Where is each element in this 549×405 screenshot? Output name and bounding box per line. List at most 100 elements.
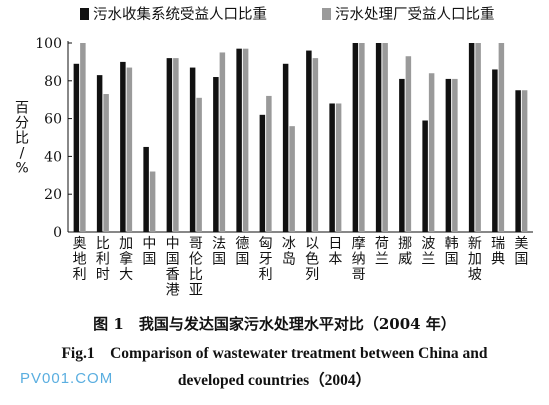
legend-swatch: [322, 8, 331, 20]
x-tick-label-char: 国: [212, 252, 226, 268]
legend-label: 污水处理厂受益人口比重: [335, 6, 495, 23]
x-tick-label-char: 色: [305, 251, 319, 268]
x-tick-label-char: 兰: [421, 252, 435, 268]
figure-caption-cn: 图 1 我国与发达国家污水处理水平对比（2004 年）: [93, 315, 456, 333]
x-tick-label-char: 新: [468, 236, 482, 252]
bar-collection: [143, 146, 149, 232]
bar-collection: [422, 120, 428, 232]
x-tick-label-char: 牙: [259, 252, 273, 268]
y-axis-title-char: /: [20, 146, 25, 162]
x-tick-label-char: 列: [305, 267, 319, 283]
y-tick-label: 40: [44, 149, 62, 165]
bar-chart: 020406080100百分比/%奥地利比利时加拿大中国中国香港哥伦比亚法国德国…: [15, 6, 533, 299]
bar-treatment: [242, 48, 249, 232]
x-tick-label-char: 坡: [468, 267, 482, 283]
x-tick-label-char: 国: [235, 252, 249, 268]
bar-collection: [352, 43, 359, 232]
x-tick-label-char: 挪: [398, 236, 412, 252]
bar-collection: [236, 48, 242, 232]
x-tick-label-char: 港: [166, 283, 180, 299]
x-tick-label-char: 大: [119, 267, 133, 283]
x-tick-label-char: 香: [166, 267, 180, 283]
x-tick-label-char: 奥: [73, 235, 87, 252]
x-tick-label-char: 美: [514, 236, 528, 252]
x-tick-label-char: 威: [398, 252, 412, 268]
bar-treatment: [80, 43, 86, 232]
watermark: PV001.COM: [20, 370, 114, 387]
y-tick-label: 100: [35, 36, 62, 52]
bar-collection: [282, 63, 289, 232]
bar-treatment: [196, 97, 202, 232]
figure-caption-en-line1: Fig.1 Comparison of wastewater treatment…: [61, 345, 488, 362]
bar-treatment: [149, 171, 156, 232]
y-axis-title-char: 百: [15, 101, 29, 117]
bar-collection: [189, 67, 196, 232]
y-axis-title-char: 分: [15, 116, 29, 132]
x-tick-label-char: 地: [73, 252, 87, 268]
bar-treatment: [219, 52, 226, 233]
x-tick-label-char: 日: [328, 236, 342, 252]
x-tick-label-char: 加: [119, 236, 133, 252]
x-tick-label-char: 纳: [352, 252, 366, 268]
y-tick-label: 0: [53, 225, 62, 241]
x-tick-label-char: 荷: [375, 236, 389, 252]
x-tick-label-char: 利: [96, 252, 110, 268]
x-tick-label-char: 本: [328, 252, 342, 268]
x-tick-label-char: 哥: [189, 236, 203, 252]
x-tick-label-char: 岛: [282, 252, 296, 268]
x-tick-label-char: 国: [514, 252, 528, 268]
x-tick-label-char: 瑞: [491, 236, 505, 252]
x-tick-label-char: 加: [468, 252, 482, 268]
legend-label: 污水收集系统受益人口比重: [93, 6, 267, 23]
bar-treatment: [266, 95, 272, 232]
bar-treatment: [173, 58, 179, 233]
bar-treatment: [521, 90, 528, 232]
x-tick-label-char: 国: [166, 252, 180, 268]
x-tick-label-char: 冰: [282, 236, 296, 252]
bar-treatment: [475, 43, 481, 232]
bar-treatment: [312, 58, 319, 233]
y-axis-title-char: 比: [15, 131, 29, 147]
x-tick-label-char: 中: [166, 236, 180, 252]
x-tick-label-char: 兰: [375, 252, 389, 268]
y-tick-label: 60: [44, 112, 62, 128]
bar-collection: [73, 63, 80, 232]
bar-collection: [120, 61, 126, 233]
bar-treatment: [335, 103, 342, 232]
x-tick-label-char: 亚: [189, 283, 203, 299]
bar-treatment: [428, 73, 435, 233]
x-tick-label-char: 哥: [352, 267, 366, 283]
bar-collection: [166, 58, 173, 233]
bar-treatment: [382, 43, 388, 232]
x-tick-label-char: 国: [445, 252, 459, 268]
bar-collection: [259, 114, 266, 232]
x-tick-label-char: 典: [491, 252, 505, 268]
bar-treatment: [498, 43, 505, 232]
x-tick-label-char: 拿: [119, 251, 133, 268]
x-tick-label-char: 伦: [189, 252, 203, 268]
bar-treatment: [359, 43, 365, 232]
x-tick-label-char: 韩: [445, 236, 459, 252]
bar-collection: [445, 78, 452, 232]
bar-treatment: [405, 56, 412, 233]
bar-collection: [306, 50, 312, 233]
bar-collection: [492, 69, 498, 233]
y-axis-title-char: %: [15, 161, 28, 177]
x-tick-label-char: 德: [235, 236, 249, 252]
x-tick-label-char: 国: [142, 252, 156, 268]
x-tick-label-char: 利: [73, 267, 87, 283]
x-tick-label-char: 匈: [259, 236, 273, 252]
x-tick-label-char: 比: [96, 236, 110, 252]
bar-collection: [399, 78, 405, 232]
x-tick-label-char: 以: [305, 236, 319, 252]
x-tick-label-char: 比: [189, 267, 203, 283]
bar-collection: [213, 77, 219, 233]
x-tick-label-char: 摩: [352, 235, 366, 252]
bar-collection: [375, 43, 382, 232]
bar-treatment: [452, 78, 458, 232]
figure-caption-en-line2: developed countries（2004）: [177, 372, 372, 389]
bar-collection: [329, 103, 335, 232]
x-tick-label-char: 波: [421, 236, 435, 252]
bar-collection: [468, 43, 475, 232]
x-tick-label-char: 利: [259, 267, 273, 283]
